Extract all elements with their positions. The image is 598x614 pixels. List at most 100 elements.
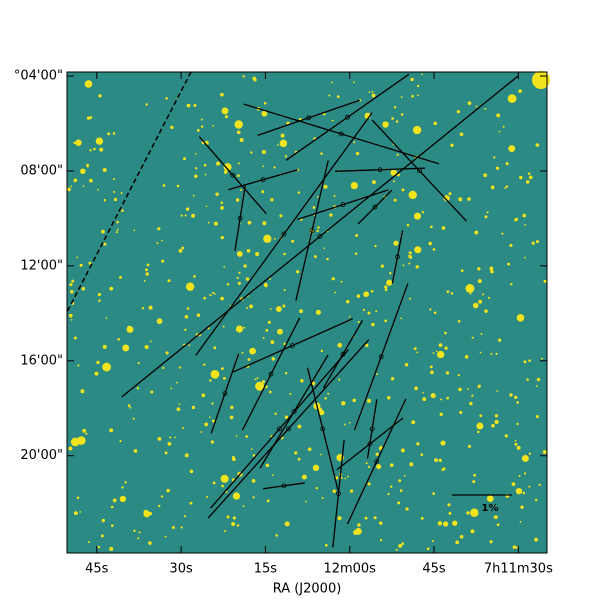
star: [477, 386, 480, 389]
star: [117, 337, 120, 341]
star: [511, 482, 516, 486]
polarization-vector: [346, 398, 407, 525]
star: [371, 322, 375, 327]
star: [490, 352, 493, 355]
star: [464, 355, 469, 359]
star: [465, 284, 475, 293]
star: [416, 442, 420, 446]
star: [119, 440, 122, 443]
star: [284, 415, 289, 419]
star: [157, 227, 161, 231]
polarization-vector: [121, 75, 519, 398]
star: [167, 279, 171, 283]
star: [516, 314, 525, 322]
star: [480, 332, 483, 335]
star: [514, 217, 519, 222]
star: [116, 220, 119, 224]
source-marker: [320, 426, 326, 432]
star: [534, 537, 539, 542]
star: [509, 393, 513, 397]
star: [458, 197, 463, 202]
star: [245, 435, 248, 438]
polarization-vector: [257, 99, 360, 136]
star: [211, 419, 215, 423]
star: [475, 105, 478, 108]
star: [447, 503, 451, 507]
star: [316, 229, 319, 233]
star: [371, 93, 376, 98]
star: [220, 296, 224, 301]
star: [390, 377, 395, 381]
star: [220, 235, 224, 240]
star: [221, 484, 224, 488]
star: [170, 387, 172, 390]
star: [440, 398, 443, 401]
polarization-vector: [195, 112, 373, 356]
star: [284, 371, 288, 375]
star: [273, 237, 276, 240]
star: [459, 534, 464, 539]
star: [420, 516, 424, 520]
star: [96, 360, 100, 365]
star: [348, 315, 351, 318]
star: [188, 344, 191, 347]
star: [355, 151, 360, 156]
star: [137, 537, 140, 540]
star: [165, 351, 169, 355]
star: [382, 121, 389, 128]
star: [431, 540, 434, 542]
star: [167, 442, 172, 446]
star: [236, 524, 240, 527]
star: [249, 347, 256, 355]
star: [99, 147, 104, 152]
star: [277, 144, 279, 147]
star: [73, 141, 76, 145]
star: [505, 185, 509, 188]
star: [145, 272, 149, 276]
star: [223, 376, 226, 380]
star: [144, 345, 149, 349]
star: [467, 197, 471, 201]
star: [242, 505, 245, 508]
star: [433, 121, 437, 126]
star: [542, 450, 547, 454]
star: [234, 120, 243, 129]
star: [194, 167, 198, 170]
polarization-vector: [295, 160, 329, 301]
star: [384, 285, 388, 289]
source-marker: [260, 177, 266, 183]
star: [230, 405, 234, 410]
star: [479, 351, 482, 354]
star: [191, 213, 196, 218]
star: [271, 357, 275, 361]
star: [122, 344, 130, 352]
star: [354, 252, 358, 256]
star: [510, 283, 513, 286]
star: [333, 194, 336, 197]
star: [70, 318, 73, 321]
star: [184, 328, 187, 332]
star: [246, 306, 249, 309]
star: [164, 451, 168, 455]
star: [413, 347, 417, 351]
star: [335, 476, 339, 480]
star: [344, 477, 347, 480]
star: [473, 473, 477, 477]
star: [374, 244, 377, 248]
star: [221, 367, 224, 370]
star: [107, 132, 111, 136]
star: [484, 215, 488, 219]
star: [443, 195, 450, 202]
star: [494, 414, 499, 418]
star: [430, 393, 436, 399]
star: [98, 94, 102, 98]
source-marker: [372, 204, 378, 210]
star: [192, 194, 195, 197]
y-tick-label: 08'00": [20, 163, 63, 178]
star: [73, 511, 78, 516]
star: [430, 370, 434, 375]
star: [536, 377, 541, 382]
star: [522, 491, 526, 495]
source-marker: [281, 483, 287, 489]
star: [476, 430, 480, 434]
